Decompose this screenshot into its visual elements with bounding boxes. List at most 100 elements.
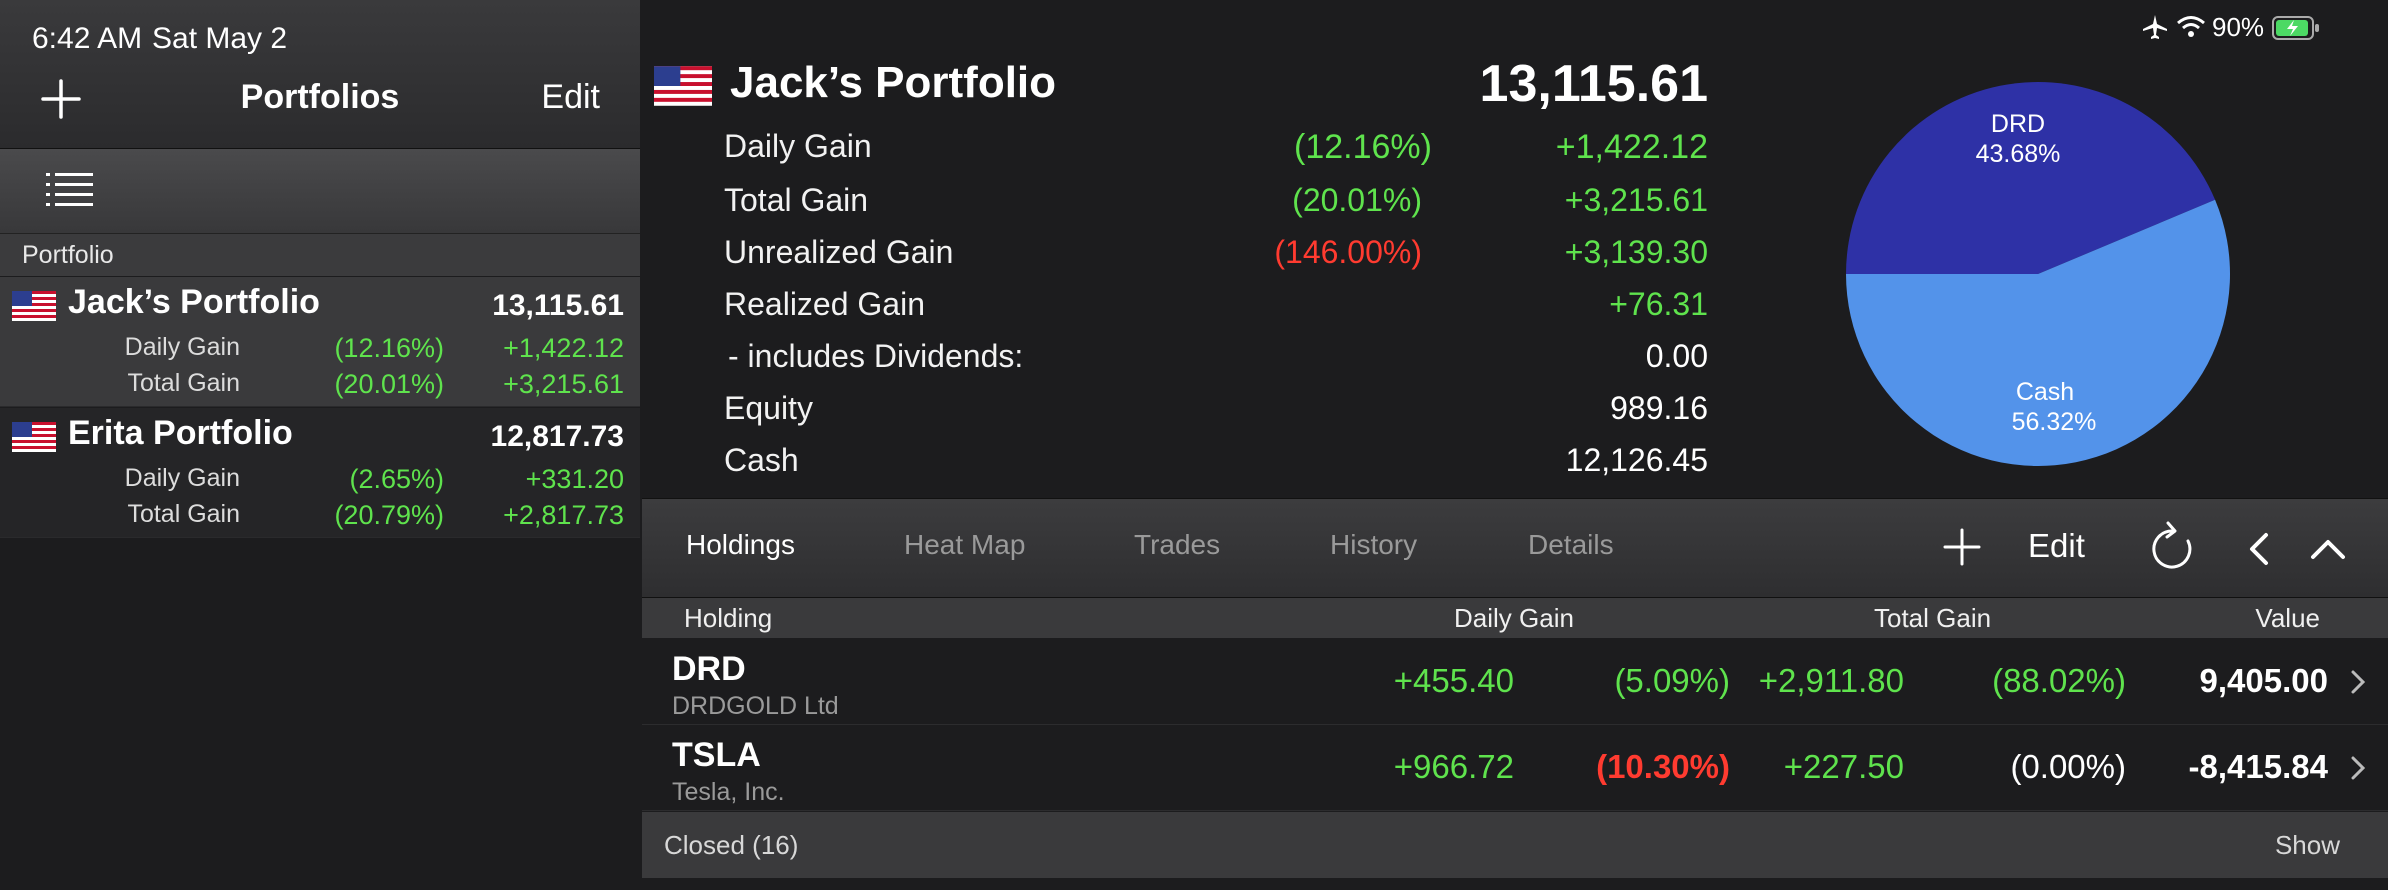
holding-name: Tesla, Inc. <box>672 778 785 806</box>
add-portfolio-button[interactable] <box>40 78 82 120</box>
battery-charging-icon <box>2272 16 2319 40</box>
show-closed-button[interactable]: Show <box>2274 830 2340 860</box>
pie-label-cash: Cash <box>2016 378 2074 406</box>
holding-value: 9,405.00 <box>2199 662 2328 699</box>
column-value[interactable]: Value <box>2255 603 2320 633</box>
total-gain-label: Total Gain <box>127 369 240 397</box>
section-header: Portfolio <box>0 234 640 276</box>
dividends-label: - includes Dividends: <box>728 338 1024 374</box>
tab-heat-map[interactable]: Heat Map <box>904 529 1026 560</box>
portfolio-value: 12,817.73 <box>490 420 624 453</box>
plus-icon <box>1943 528 1981 566</box>
tab-history[interactable]: History <box>1330 529 1418 560</box>
chevron-up-icon <box>2311 540 2345 559</box>
wifi-icon <box>2177 16 2205 37</box>
chevron-right-icon <box>2351 670 2366 694</box>
equity-amount: 989.16 <box>1610 390 1708 426</box>
daily-gain-pct: (2.65%) <box>349 464 444 494</box>
collapse-button[interactable] <box>2308 531 2348 565</box>
holdings-column-header: Holding Daily Gain Total Gain Value <box>642 598 2388 638</box>
list-icon <box>46 173 93 206</box>
refresh-button[interactable] <box>2148 521 2196 573</box>
total-gain-pct: (20.79%) <box>334 500 444 530</box>
portfolio-row-jack[interactable]: Jack’s Portfolio 13,115.61 Daily Gain (1… <box>0 277 640 407</box>
daily-gain-amount: +1,422.12 <box>1555 128 1708 166</box>
portfolio-row-erita[interactable]: Erita Portfolio 12,817.73 Daily Gain (2.… <box>0 408 640 538</box>
summary-portfolio-value: 13,115.61 <box>1479 55 1708 113</box>
pie-slice-drd[interactable] <box>1846 81 2216 275</box>
edit-portfolios-button[interactable]: Edit <box>541 78 600 116</box>
holdings-tab-bar: Holdings Heat Map Trades History Details… <box>642 498 2388 598</box>
total-gain-pct: (20.01%) <box>1292 182 1422 218</box>
holding-row-tsla[interactable]: TSLA Tesla, Inc. +966.72 (10.30%) +227.5… <box>642 726 2388 811</box>
pie-label-drd: DRD <box>1991 110 2045 138</box>
chevron-left-icon <box>2250 533 2268 565</box>
status-icons: 90% <box>2142 12 2362 42</box>
holding-total-pct: (0.00%) <box>2010 748 2126 785</box>
daily-gain-amount: +331.20 <box>525 464 624 494</box>
portfolio-name: Erita Portfolio <box>68 414 293 452</box>
pie-pct-cash: 56.32% <box>2012 408 2097 436</box>
unrealized-gain-amount: +3,139.30 <box>1564 234 1708 270</box>
holding-total-amount: +227.50 <box>1783 748 1904 785</box>
unrealized-gain-pct: (146.00%) <box>1274 234 1422 270</box>
back-button[interactable] <box>2244 529 2274 569</box>
total-gain-amount: +3,215.61 <box>503 369 624 399</box>
daily-gain-pct: (12.16%) <box>334 333 444 363</box>
holding-symbol: DRD <box>672 650 746 688</box>
column-holding[interactable]: Holding <box>684 603 773 633</box>
daily-gain-label: Daily Gain <box>724 128 872 164</box>
daily-gain-amount: +1,422.12 <box>503 333 624 363</box>
status-time: 6:42 AM <box>32 22 143 55</box>
left-header: 6:42 AM Sat May 2 Portfolios Edit <box>0 0 640 149</box>
total-gain-label: Total Gain <box>724 182 869 218</box>
portfolio-value: 13,115.61 <box>492 289 624 322</box>
holding-daily-pct: (10.30%) <box>1596 748 1730 785</box>
add-holding-button[interactable] <box>1942 527 1982 567</box>
refresh-icon <box>2152 521 2192 569</box>
equity-label: Equity <box>724 390 813 426</box>
column-daily-gain[interactable]: Daily Gain <box>1454 603 1574 633</box>
cash-label: Cash <box>724 442 799 478</box>
allocation-pie-chart: DRD 43.68% Cash 56.32% <box>1846 81 2230 466</box>
holding-row-drd[interactable]: DRD DRDGOLD Ltd +455.40 (5.09%) +2,911.8… <box>642 640 2388 725</box>
holding-daily-amount: +966.72 <box>1393 748 1514 785</box>
us-flag-icon <box>12 422 56 452</box>
daily-gain-pct: (12.16%) <box>1294 128 1432 166</box>
list-view-button[interactable] <box>46 171 94 211</box>
summary-portfolio-name: Jack’s Portfolio <box>730 58 1057 107</box>
holding-daily-pct: (5.09%) <box>1614 662 1730 699</box>
tab-trades[interactable]: Trades <box>1134 529 1221 560</box>
holding-name: DRDGOLD Ltd <box>672 692 839 720</box>
daily-gain-label: Daily Gain <box>124 333 240 361</box>
holding-total-amount: +2,911.80 <box>1758 662 1904 699</box>
portfolio-list-pane: 6:42 AM Sat May 2 Portfolios Edit Portfo… <box>0 0 640 890</box>
daily-gain-label: Daily Gain <box>124 464 240 492</box>
closed-positions-bar: Closed (16) Show <box>642 812 2388 878</box>
edit-holdings-button[interactable]: Edit <box>2028 527 2085 564</box>
total-gain-label: Total Gain <box>127 500 240 528</box>
realized-gain-amount: +76.31 <box>1609 286 1708 322</box>
tab-holdings[interactable]: Holdings <box>686 529 795 560</box>
us-flag-icon <box>654 66 712 106</box>
us-flag-icon <box>12 291 56 321</box>
closed-positions-label: Closed (16) <box>664 830 799 860</box>
holding-daily-amount: +455.40 <box>1393 662 1514 699</box>
column-total-gain[interactable]: Total Gain <box>1874 603 1992 633</box>
holding-total-pct: (88.02%) <box>1992 662 2126 699</box>
airplane-icon <box>2143 15 2167 39</box>
portfolio-name: Jack’s Portfolio <box>68 283 320 321</box>
total-gain-amount: +3,215.61 <box>1564 182 1708 218</box>
cash-amount: 12,126.45 <box>1565 442 1708 478</box>
realized-gain-label: Realized Gain <box>724 286 925 322</box>
total-gain-pct: (20.01%) <box>334 369 444 399</box>
holding-value: -8,415.84 <box>2188 748 2328 785</box>
total-gain-amount: +2,817.73 <box>503 500 624 530</box>
portfolio-detail-pane: 90% Jack’s Portfolio 13,115.61 Daily Gai… <box>642 0 2388 890</box>
page-title: Portfolios <box>240 78 400 116</box>
battery-percent: 90% <box>2212 12 2265 42</box>
left-toolbar <box>0 149 640 234</box>
pie-slice-cash[interactable] <box>1846 199 2230 466</box>
status-date: Sat May 2 <box>152 22 288 55</box>
tab-details[interactable]: Details <box>1528 529 1614 560</box>
